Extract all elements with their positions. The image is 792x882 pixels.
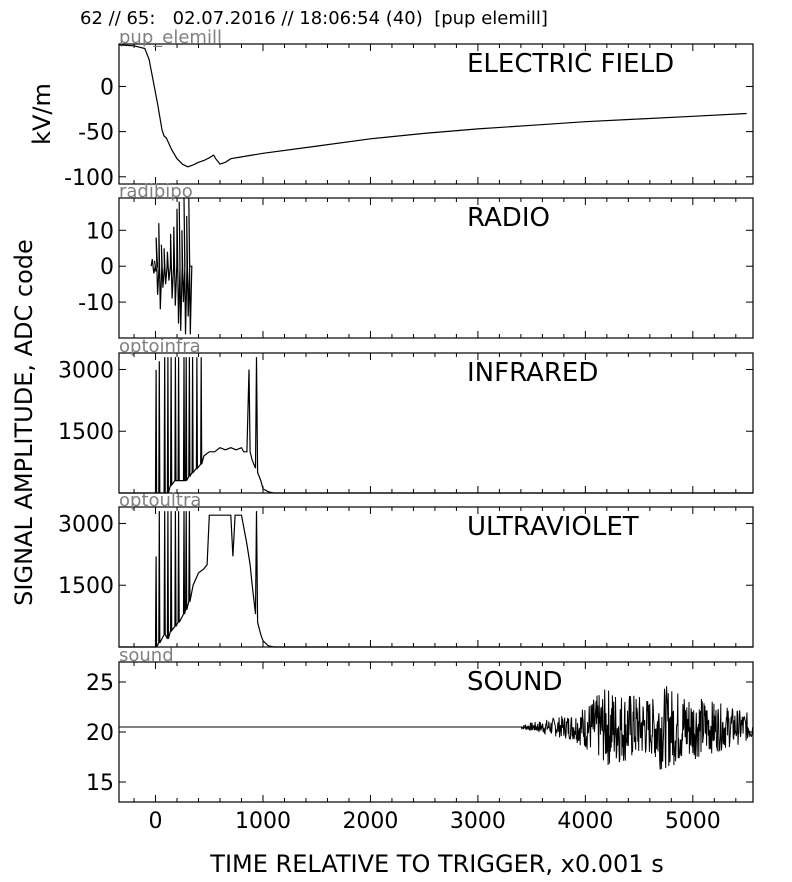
x-tick-label: 2000 [342,809,398,834]
panel-frame-radio [118,197,754,339]
y-tick-label: 3000 [58,358,114,383]
y-tick-label: -100 [64,166,114,191]
channel-label-efield: pup_elemill [119,27,222,48]
panel-frame-efield [118,43,754,185]
y-tick-label: 3000 [58,512,114,537]
panel-frame-ultraviolet [118,506,754,648]
trace-sound [119,686,754,770]
panel-title-radio: RADIO [467,203,550,233]
x-axis-label: TIME RELATIVE TO TRIGGER, x0.001 s [209,850,663,878]
y-tick-label: 25 [86,671,114,696]
panel-title-efield: ELECTRIC FIELD [467,49,674,79]
x-tick-label: 1000 [235,809,291,834]
trace-infrared [119,357,753,494]
channel-label-infrared: optoinfra [119,336,201,357]
trace-radio [150,197,193,335]
shared-y-axis-label: SIGNAL AMPLITUDE, ADC code [10,239,38,606]
x-tick-label: 3000 [450,809,506,834]
y-tick-label: 0 [100,255,114,280]
channel-label-ultraviolet: optoultra [119,490,201,511]
y-tick-label: 0 [100,75,114,100]
x-tick-label: 5000 [665,809,721,834]
trace-ultraviolet [119,511,753,648]
page-title: 62 // 65: 02.07.2016 // 18:06:54 (40) [p… [80,8,548,29]
y-tick-label: -10 [78,291,114,316]
y-tick-label: 20 [86,721,114,746]
y-axis-label-efield: kV/m [28,83,56,145]
channel-label-radio: radibipo [119,181,193,202]
channel-label-sound: sound [119,645,174,666]
panel-frame-infrared [118,352,754,494]
y-tick-label: 15 [86,771,114,796]
y-tick-label: 1500 [58,574,114,599]
y-tick-label: -50 [78,121,114,146]
x-tick-label: 4000 [557,809,613,834]
x-tick-label: 0 [149,809,163,834]
y-tick-label: 10 [86,219,114,244]
panel-title-ultraviolet: ULTRAVIOLET [467,512,639,542]
trace-efield [118,44,747,168]
panel-title-infrared: INFRARED [467,358,598,388]
y-tick-label: 1500 [58,420,114,445]
panel-title-sound: SOUND [467,667,562,697]
